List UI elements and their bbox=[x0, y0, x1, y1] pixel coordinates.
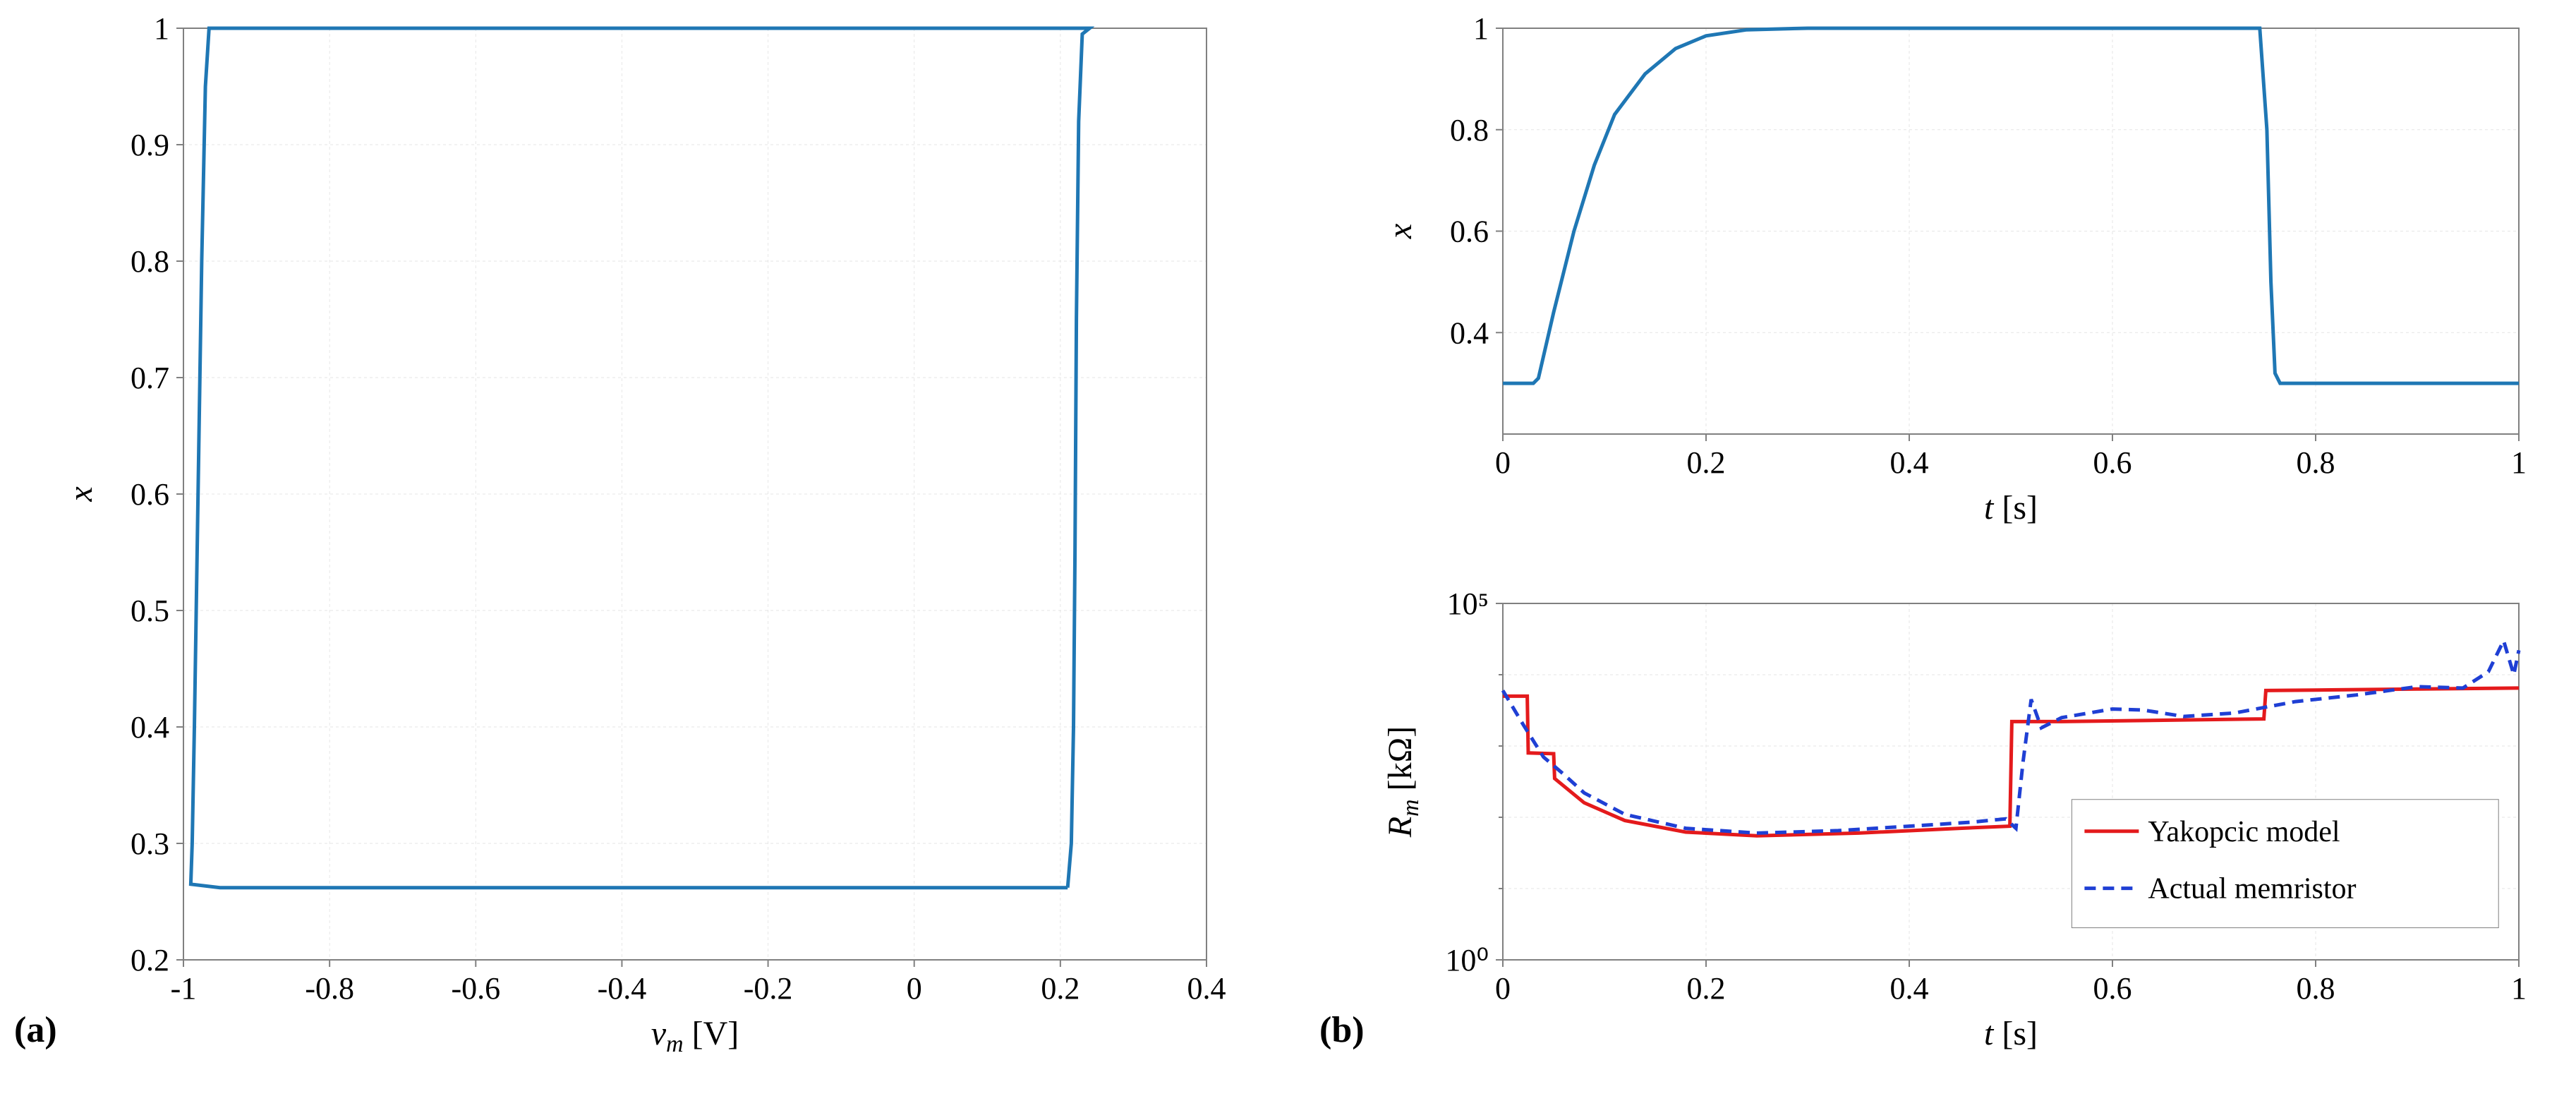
ytick-label: 0.5 bbox=[131, 594, 169, 628]
legend: Yakopcic model Actual memristor bbox=[2072, 800, 2498, 928]
ytick-label: 0.3 bbox=[131, 826, 169, 861]
xtick-label: -0.4 bbox=[598, 971, 647, 1006]
figure-root: (a) (b) -1 -0.8 -0.6 -0.4 -0.2 0 0.2 0.4 0.2 0.3 0… bbox=[0, 0, 2576, 1076]
x-axis-label: t [s] bbox=[1984, 1015, 2038, 1052]
ytick-label: 0.2 bbox=[131, 943, 169, 977]
ytick-label: 0.6 bbox=[131, 477, 169, 512]
ytick-label: 0.6 bbox=[1450, 215, 1489, 249]
panel-b-bot-chart: 0 0.2 0.4 0.6 0.8 1 10⁰ 10⁵ t [s] Rm [kΩ] Yakopcic… bbox=[1376, 589, 2576, 1101]
xtick-label: -1 bbox=[171, 971, 197, 1006]
x-axis-label: vm [V] bbox=[651, 1015, 739, 1057]
panel-a-label: (a) bbox=[14, 1009, 57, 1051]
xtick-label: 0.6 bbox=[2093, 445, 2132, 480]
ytick-label: 0.7 bbox=[131, 361, 169, 395]
xtick-label: 0.2 bbox=[1687, 445, 1726, 480]
ytick-label: 0.4 bbox=[1450, 315, 1489, 350]
ytick-label: 0.8 bbox=[1450, 113, 1489, 148]
legend-label: Actual memristor bbox=[2148, 873, 2356, 906]
xtick-label: 0.2 bbox=[1041, 971, 1080, 1006]
y-axis-label: x bbox=[1381, 224, 1419, 239]
ytick-label: 1 bbox=[154, 14, 169, 46]
panel-b-top-chart: 0 0.2 0.4 0.6 0.8 1 0.4 0.6 0.8 1 t [s] x bbox=[1376, 14, 2576, 575]
ytick-label: 0.4 bbox=[131, 710, 169, 745]
ytick-label: 1 bbox=[1473, 14, 1489, 46]
series-hysteresis bbox=[191, 28, 1089, 888]
ytick-label: 10⁰ bbox=[1445, 943, 1489, 977]
xtick-label: 0 bbox=[907, 971, 922, 1006]
xtick-label: -0.2 bbox=[744, 971, 793, 1006]
xtick-label: 1 bbox=[2511, 971, 2527, 1006]
ytick-label: 10⁵ bbox=[1447, 589, 1489, 621]
xtick-label: 0.8 bbox=[2297, 971, 2335, 1006]
y-axis-label: Rm [kΩ] bbox=[1381, 726, 1424, 838]
y-axis-label: x bbox=[62, 486, 99, 502]
xtick-label: 0.8 bbox=[2297, 445, 2335, 480]
panel-b-label: (b) bbox=[1319, 1009, 1365, 1051]
panel-a-chart: -1 -0.8 -0.6 -0.4 -0.2 0 0.2 0.4 0.2 0.3 0.4 0.5 0.6… bbox=[56, 14, 1291, 1101]
x-axis-label: t [s] bbox=[1984, 489, 2038, 527]
xtick-label: 0.2 bbox=[1687, 971, 1726, 1006]
xtick-label: 0.6 bbox=[2093, 971, 2132, 1006]
series-x-vs-t bbox=[1503, 28, 2519, 383]
xtick-label: 1 bbox=[2511, 445, 2527, 480]
xtick-label: -0.6 bbox=[451, 971, 500, 1006]
ytick-label: 0.9 bbox=[131, 128, 169, 162]
ytick-label: 0.8 bbox=[131, 244, 169, 279]
xtick-label: 0.4 bbox=[1890, 971, 1929, 1006]
xtick-label: 0 bbox=[1495, 445, 1511, 480]
xtick-label: -0.8 bbox=[305, 971, 354, 1006]
legend-label: Yakopcic model bbox=[2148, 816, 2340, 848]
xtick-label: 0 bbox=[1495, 971, 1511, 1006]
xtick-label: 0.4 bbox=[1890, 445, 1929, 480]
xtick-label: 0.4 bbox=[1187, 971, 1226, 1006]
